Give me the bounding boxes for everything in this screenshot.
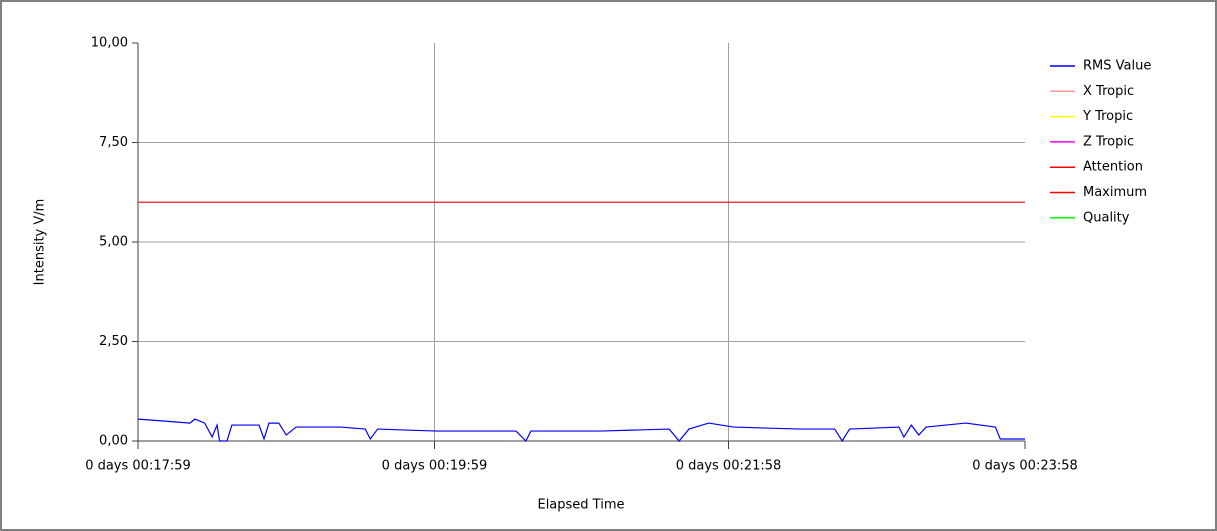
x-tick-label: 0 days 00:19:59 xyxy=(382,459,488,474)
legend-label: Maximum xyxy=(1083,185,1147,200)
x-tick-label: 0 days 00:23:58 xyxy=(972,459,1078,474)
x-axis-label: Elapsed Time xyxy=(537,498,624,513)
legend-label: RMS Value xyxy=(1083,59,1151,74)
y-tick-label: 7,50 xyxy=(99,135,128,150)
legend-label: Quality xyxy=(1083,210,1130,225)
y-tick-label: 2,50 xyxy=(99,334,128,349)
x-tick-label: 0 days 00:17:59 xyxy=(85,459,191,474)
legend-label: Attention xyxy=(1083,160,1143,175)
y-axis-label: Intensity V/m xyxy=(33,199,48,286)
series-line xyxy=(137,418,1025,443)
y-tick-label: 0,00 xyxy=(99,434,128,449)
y-tick-label: 10,00 xyxy=(91,36,128,51)
x-tick-label: 0 days 00:21:58 xyxy=(676,459,782,474)
legend-label: Z Tropic xyxy=(1083,134,1134,149)
legend-label: X Tropic xyxy=(1083,84,1134,99)
legend-label: Y Tropic xyxy=(1082,109,1133,124)
y-tick-label: 5,00 xyxy=(99,235,128,250)
